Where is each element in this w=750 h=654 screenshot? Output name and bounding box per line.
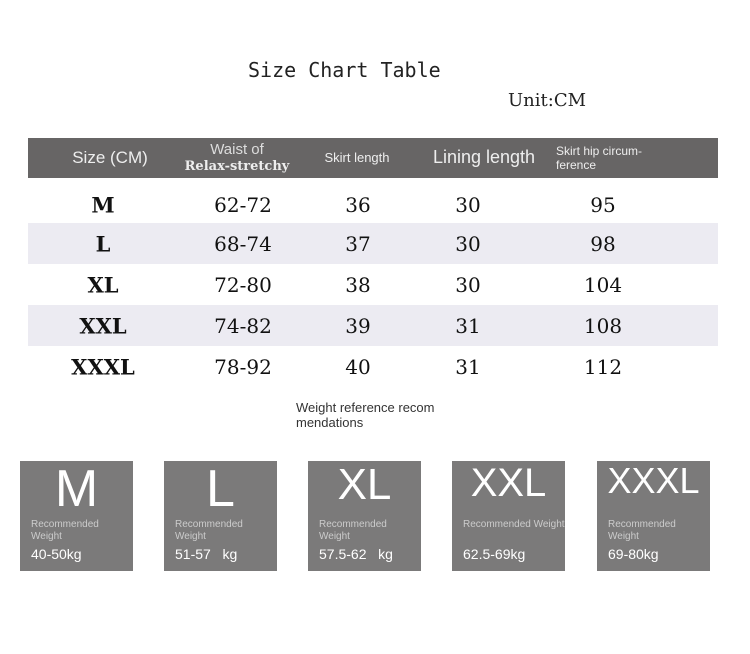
card-weight: 62.5-69kg bbox=[463, 546, 526, 562]
waist-cell: 72-80 bbox=[214, 272, 272, 297]
card-label-2: Weight bbox=[31, 531, 62, 542]
chart-title: Size Chart Table bbox=[248, 58, 441, 82]
card-label: Recommended Weight bbox=[608, 519, 676, 543]
hip-cell: 108 bbox=[583, 313, 623, 338]
card-label: Recommended Weight bbox=[319, 519, 387, 543]
table-row: M 62-72 36 30 95 bbox=[28, 184, 718, 225]
table-row: XXL 74-82 39 31 108 bbox=[28, 305, 718, 346]
header-skirt-length: Skirt length bbox=[324, 150, 390, 165]
card-label-2: Weight bbox=[175, 531, 206, 542]
card-label-2: Weight bbox=[608, 531, 639, 542]
card-size: L bbox=[206, 460, 235, 518]
card-weight: 51-57 kg bbox=[175, 546, 238, 562]
lining-length-cell: 30 bbox=[455, 231, 481, 256]
card-label-1: Recommended bbox=[31, 519, 99, 530]
size-card-m: M Recommended Weight 40-50kg bbox=[20, 461, 133, 571]
card-label: Recommended Weight bbox=[463, 519, 565, 531]
hip-cell: 104 bbox=[583, 272, 623, 297]
card-size: XL bbox=[337, 460, 392, 509]
lining-length-cell: 30 bbox=[455, 192, 481, 217]
size-cell: XL bbox=[87, 272, 119, 297]
skirt-length-cell: 37 bbox=[345, 231, 371, 256]
header-hip: Skirt hip circum-ference bbox=[556, 144, 642, 172]
size-cell: M bbox=[91, 192, 115, 217]
card-label: Recommended Weight bbox=[175, 519, 243, 543]
table-row: XL 72-80 38 30 104 bbox=[28, 264, 718, 305]
card-label-2: Weight bbox=[319, 531, 350, 542]
hip-cell: 95 bbox=[590, 192, 616, 217]
note-line-1: Weight reference recom bbox=[296, 400, 435, 415]
waist-cell: 62-72 bbox=[214, 192, 272, 217]
card-weight: 69-80kg bbox=[608, 546, 659, 562]
hip-cell: 112 bbox=[583, 354, 623, 379]
card-size: M bbox=[54, 460, 99, 518]
header-hip-1: Skirt hip circum- bbox=[556, 144, 643, 158]
card-label-1: Recommended bbox=[319, 519, 387, 530]
card-size: XXXL bbox=[607, 460, 700, 501]
card-size: XXL bbox=[470, 461, 547, 505]
size-card-xxxl: XXXL Recommended Weight 69-80kg bbox=[597, 461, 710, 571]
skirt-length-cell: 39 bbox=[345, 313, 371, 338]
hip-cell: 98 bbox=[590, 231, 616, 256]
card-label-1: Recommended Weight bbox=[463, 519, 565, 530]
size-card-xl: XL Recommended Weight 57.5-62 kg bbox=[308, 461, 421, 571]
size-cell: XXL bbox=[79, 313, 127, 338]
size-card-xxl: XXL Recommended Weight 62.5-69kg bbox=[452, 461, 565, 571]
header-waist: Waist of bbox=[210, 141, 264, 158]
header-waist-sub: Relax-stretchy bbox=[184, 159, 290, 174]
skirt-length-cell: 38 bbox=[345, 272, 371, 297]
lining-length-cell: 31 bbox=[455, 354, 481, 379]
header-hip-2: ference bbox=[556, 158, 597, 172]
waist-cell: 68-74 bbox=[214, 231, 272, 256]
header-lining-length: Lining length bbox=[432, 147, 536, 167]
table-row: XXXL 78-92 40 31 112 bbox=[28, 346, 718, 387]
card-label-1: Recommended bbox=[175, 519, 243, 530]
size-card-l: L Recommended Weight 51-57 kg bbox=[164, 461, 277, 571]
size-cell: XXXL bbox=[71, 354, 135, 379]
weight-note: Weight reference recom mendations bbox=[296, 400, 435, 430]
unit-label: Unit:CM bbox=[508, 90, 587, 111]
card-weight: 40-50kg bbox=[31, 546, 82, 562]
waist-cell: 74-82 bbox=[214, 313, 272, 338]
table-header: Size (CM) Waist of Relax-stretchy Skirt … bbox=[28, 138, 718, 178]
lining-length-cell: 31 bbox=[455, 313, 481, 338]
skirt-length-cell: 36 bbox=[345, 192, 371, 217]
waist-cell: 78-92 bbox=[214, 354, 272, 379]
table-row: L 68-74 37 30 98 bbox=[28, 223, 718, 264]
note-line-2: mendations bbox=[296, 415, 364, 430]
card-label: Recommended Weight bbox=[31, 519, 99, 543]
card-label-1: Recommended bbox=[608, 519, 676, 530]
size-cell: L bbox=[95, 231, 111, 256]
header-size: Size (CM) bbox=[72, 148, 148, 167]
skirt-length-cell: 40 bbox=[345, 354, 371, 379]
card-weight: 57.5-62 kg bbox=[319, 546, 393, 562]
lining-length-cell: 30 bbox=[455, 272, 481, 297]
